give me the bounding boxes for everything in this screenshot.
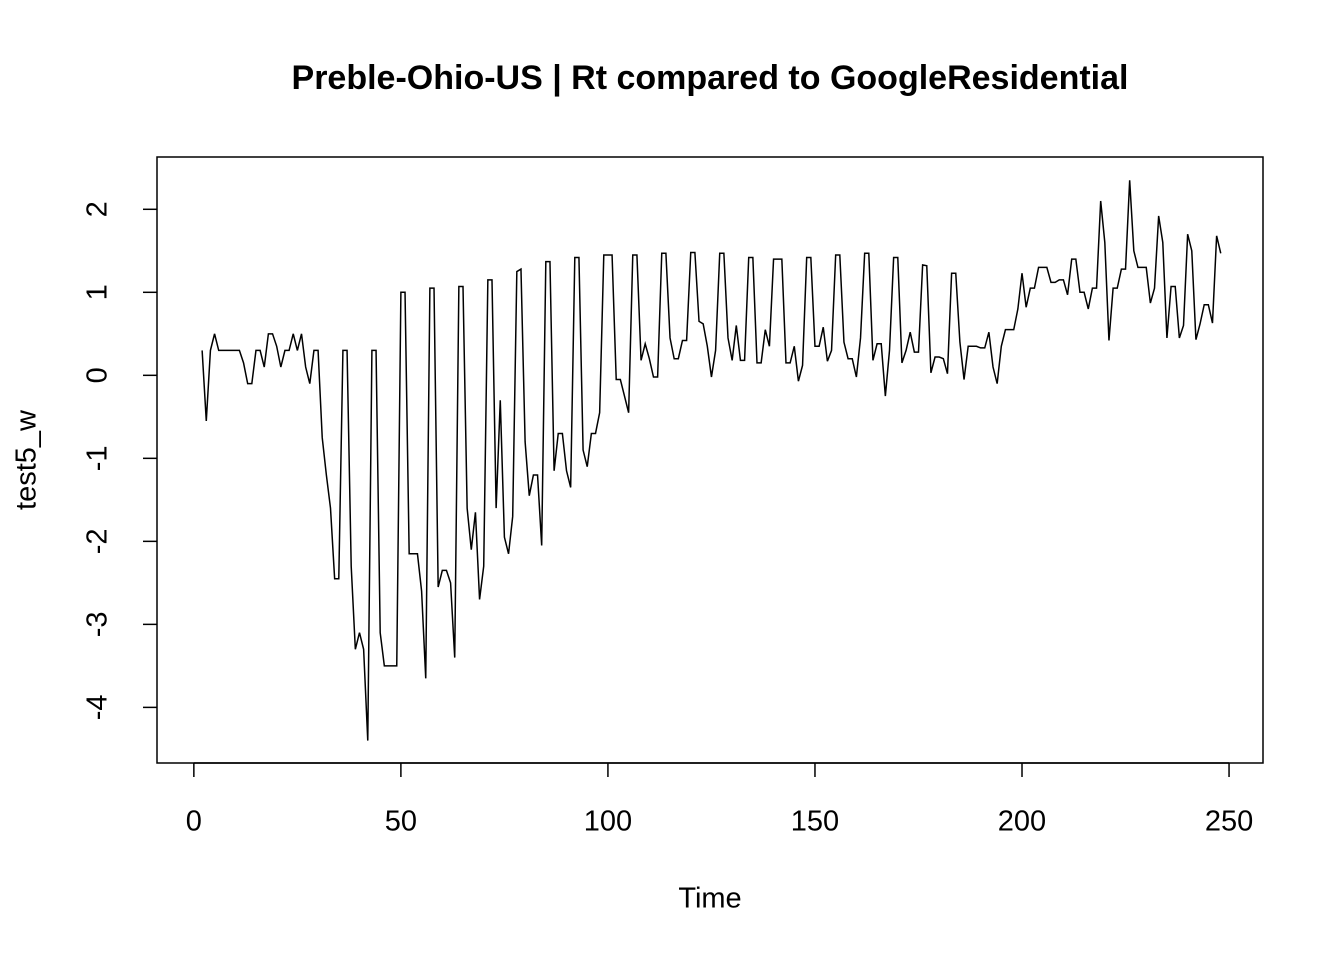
y-tick-label: -1: [82, 445, 114, 471]
y-tick-label: 2: [82, 201, 114, 217]
x-tick-label: 100: [584, 806, 632, 838]
chart-title: Preble-Ohio-US | Rt compared to GoogleRe…: [292, 59, 1129, 97]
x-tick-label: 0: [186, 806, 202, 838]
data-line: [201, 180, 1222, 741]
y-tick-label: 1: [82, 284, 114, 300]
y-tick-label: 0: [82, 367, 114, 383]
x-tick-label: 250: [1205, 806, 1253, 838]
y-tick-label: -4: [82, 694, 114, 720]
y-tick-label: -2: [82, 528, 114, 554]
x-tick-label: 150: [791, 806, 839, 838]
x-axis-label: Time: [678, 883, 741, 915]
y-tick-label: -3: [82, 611, 114, 637]
x-tick-label: 50: [385, 806, 417, 838]
y-axis-label: test5_w: [11, 409, 43, 510]
x-tick-label: 200: [998, 806, 1046, 838]
